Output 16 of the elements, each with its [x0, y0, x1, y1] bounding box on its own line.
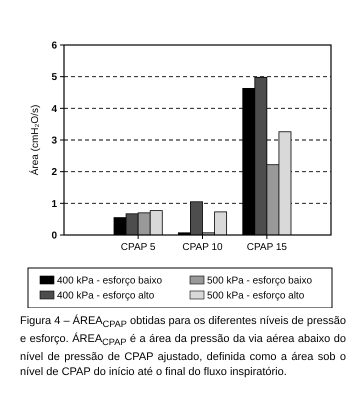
- y-axis-title: Área (cmH₂O/s): [29, 104, 41, 176]
- legend-label: 500 kPa - esforço baixo: [207, 276, 312, 286]
- x-tick-label: CPAP 10: [182, 242, 224, 253]
- legend-label: 400 kPa - esforço baixo: [57, 276, 162, 286]
- x-tick-label: CPAP 15: [246, 242, 288, 253]
- y-tick-label: 0: [51, 230, 58, 242]
- y-tick-label: 5: [51, 72, 58, 84]
- y-tick-label: 1: [51, 198, 58, 210]
- x-tick-label: CPAP 5: [120, 242, 156, 253]
- text: Figura 4 – ÁREA$_{CPAP}$ obtidas para os diferentes níveis de pressão e esforço. ÁREA$_{CPAP}$ é a área da pressão da via aérea abaixo do nível de pressão de CPAP ajustado, definida como a área sob o nível de CPAP do início até o final do fluxo inspiratório.: [20, 315, 346, 378]
- legend-label: 500 kPa - esforço alto: [207, 290, 305, 302]
- y-tick-label: 4: [51, 104, 58, 115]
- y-tick-label: 2: [51, 167, 58, 178]
- legend-label: 400 kPa - esforço alto: [57, 290, 155, 302]
- y-tick-label: 6: [51, 40, 58, 52]
- y-tick-label: 3: [51, 136, 58, 146]
